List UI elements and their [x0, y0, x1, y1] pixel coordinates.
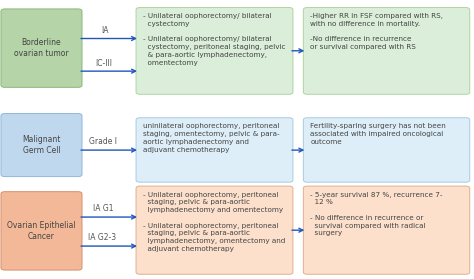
FancyBboxPatch shape: [1, 114, 82, 177]
Text: Malignant
Germ Cell: Malignant Germ Cell: [22, 135, 61, 155]
FancyBboxPatch shape: [1, 192, 82, 270]
Text: IA: IA: [101, 26, 109, 35]
FancyBboxPatch shape: [303, 186, 470, 274]
Text: - Unilateral oophorectomy, peritoneal
  staging, pelvic & para-aortic
  lymphade: - Unilateral oophorectomy, peritoneal st…: [143, 192, 285, 252]
FancyBboxPatch shape: [136, 8, 293, 94]
Text: IC-III: IC-III: [95, 59, 112, 68]
Text: uninilateral oophorectomy, peritoneal
staging, omentectomy, pelvic & para-
aorti: uninilateral oophorectomy, peritoneal st…: [143, 123, 280, 153]
Text: Borderline
ovarian tumor: Borderline ovarian tumor: [14, 38, 69, 58]
Text: IA G2-3: IA G2-3: [88, 234, 116, 242]
Text: Ovarian Epithelial
Cancer: Ovarian Epithelial Cancer: [7, 221, 76, 241]
Text: - Unilateral oophorectomy/ bilateral
  cystectomy

- Unilateral oophorectomy/ bi: - Unilateral oophorectomy/ bilateral cys…: [143, 13, 286, 66]
FancyBboxPatch shape: [303, 118, 470, 182]
FancyBboxPatch shape: [136, 118, 293, 182]
Text: Fertility-sparing surgery has not been
associated with impaired oncological
outc: Fertility-sparing surgery has not been a…: [310, 123, 446, 145]
Text: Grade I: Grade I: [89, 138, 118, 146]
FancyBboxPatch shape: [1, 9, 82, 87]
FancyBboxPatch shape: [303, 8, 470, 94]
Text: -Higher RR in FSF compared with RS,
with no difference in mortality.

-No differ: -Higher RR in FSF compared with RS, with…: [310, 13, 444, 50]
Text: IA G1: IA G1: [93, 205, 114, 213]
Text: - 5-year survival 87 %, recurrence 7-
  12 %

- No difference in recurrence or
 : - 5-year survival 87 %, recurrence 7- 12…: [310, 192, 443, 236]
FancyBboxPatch shape: [136, 186, 293, 274]
